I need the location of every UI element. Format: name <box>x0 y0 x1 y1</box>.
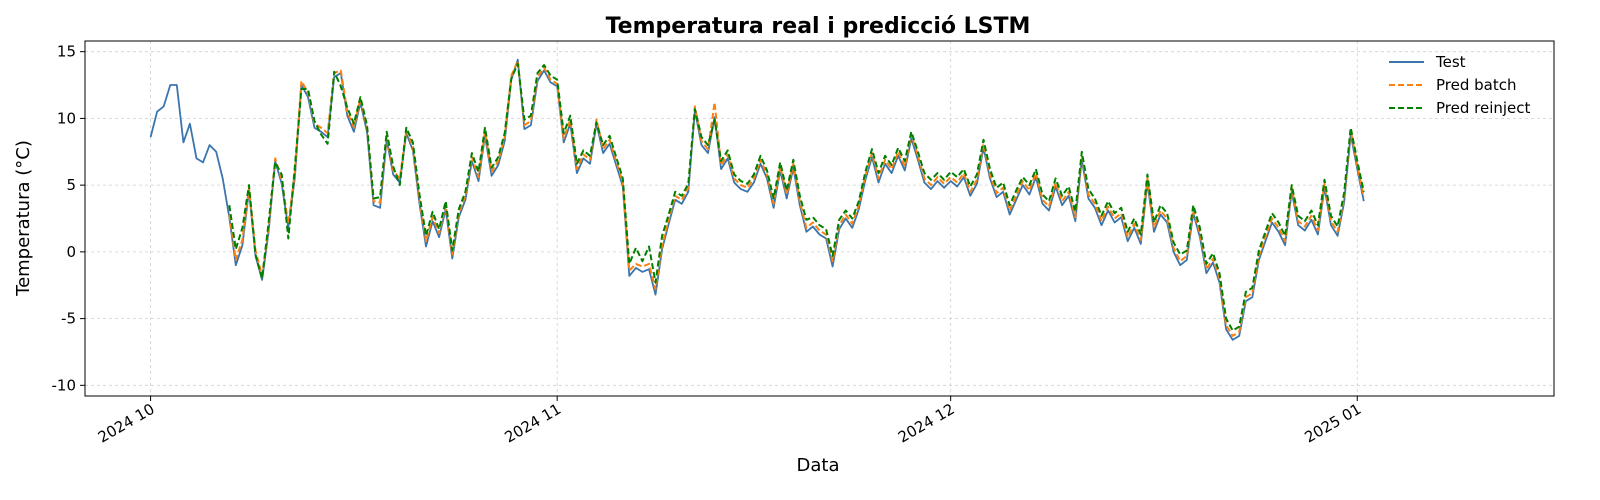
x-tick-label: 2024 12 <box>895 400 958 447</box>
y-tick-label: 10 <box>57 109 76 127</box>
x-tick-label: 2025 01 <box>1302 400 1365 447</box>
y-tick-label: -10 <box>52 376 77 394</box>
legend-label: Pred batch <box>1436 76 1517 94</box>
y-tick-label: 0 <box>66 243 76 261</box>
x-axis: 2024 10 2024 11 2024 12 2025 01 <box>95 396 1364 446</box>
series-line-test <box>149 58 1365 341</box>
series-layer <box>149 58 1365 341</box>
y-tick-label: -5 <box>61 310 76 328</box>
series-line-pred-reinject <box>228 62 1365 332</box>
x-tick-label: 2024 11 <box>501 400 564 447</box>
legend-label: Test <box>1435 53 1466 71</box>
y-tick-label: 5 <box>66 176 76 194</box>
series-line-pred-batch <box>228 60 1365 337</box>
legend: Test Pred batch Pred reinject <box>1389 53 1531 117</box>
grid <box>85 41 1554 396</box>
x-axis-title: Data <box>797 455 840 476</box>
chart-title: Temperatura real i predicció LSTM <box>606 14 1031 39</box>
y-axis-title: Temperatura (°C) <box>13 140 34 297</box>
y-tick-label: 15 <box>57 43 76 61</box>
x-tick-label: 2024 10 <box>95 400 158 447</box>
legend-label: Pred reinject <box>1436 99 1531 117</box>
y-axis: -10 -5 0 5 10 15 <box>52 43 85 394</box>
plot-frame <box>84 40 1555 397</box>
